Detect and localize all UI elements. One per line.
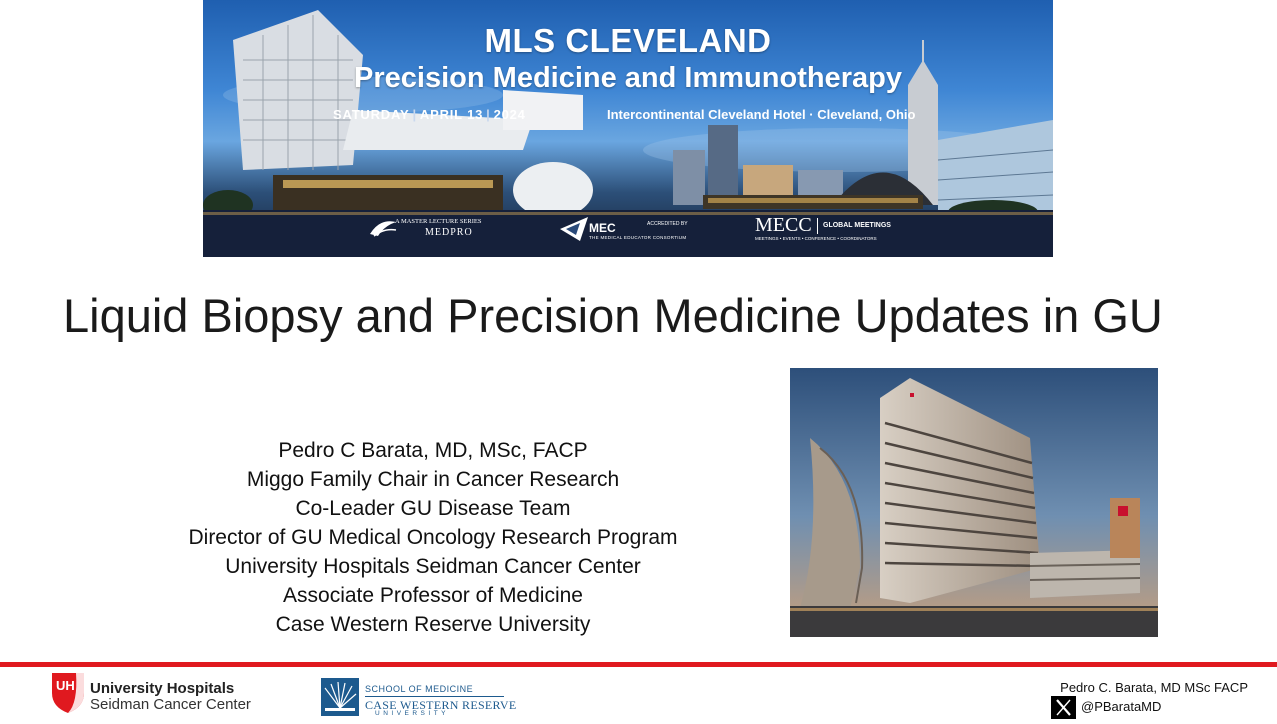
mec-accredited-text: ACCREDITED BY	[647, 221, 688, 227]
speaker-role: Miggo Family Chair in Cancer Research	[246, 468, 620, 491]
speaker-affiliation: University Hospitals Seidman Cancer Cent…	[225, 555, 641, 578]
mecc-divider	[817, 218, 818, 234]
speaker-role: Director of GU Medical Oncology Research…	[188, 526, 678, 549]
mec-full-name: THE MEDICAL EDUCATOR CONSORTIUM	[589, 235, 687, 240]
mec-name: MEC	[589, 221, 616, 235]
mecc-services: MEETINGS • EVENTS • CONFERENCE • COORDIN…	[755, 236, 877, 241]
social-handle[interactable]: @PBarataMD	[1081, 699, 1162, 714]
medpro-name: MEDPRO	[425, 227, 473, 238]
banner-date: SATURDAY | APRIL 13 | 2024	[333, 107, 526, 122]
cwru-logo-icon	[321, 678, 359, 716]
slide-title: Liquid Biopsy and Precision Medicine Upd…	[63, 289, 1163, 342]
mecc-name: MECC	[755, 214, 812, 236]
banner-date-year: 2024	[493, 107, 526, 122]
cwru-name: CASE WESTERN RESERVE	[365, 698, 517, 712]
medpro-series-text: A MASTER LECTURE SERIES	[395, 218, 482, 225]
speaker-title: Associate Professor of Medicine	[283, 584, 583, 607]
banner-date-day: SATURDAY	[333, 107, 410, 122]
seidman-cancer-center-photo	[790, 368, 1158, 637]
footer-divider	[0, 662, 1277, 667]
x-icon	[1051, 696, 1076, 719]
banner-venue: Intercontinental Cleveland Hotel · Cleve…	[607, 107, 916, 122]
banner-date-month: APRIL 13	[419, 107, 484, 122]
banner-event-title: MLS CLEVELAND	[484, 22, 772, 59]
conference-banner: MLS CLEVELAND Precision Medicine and Imm…	[203, 0, 1053, 257]
cwru-divider	[365, 696, 504, 697]
uh-name: University Hospitals	[90, 680, 235, 697]
cwru-school-text: SCHOOL OF MEDICINE	[365, 684, 474, 694]
presenter-credit: Pedro C. Barata, MD MSc FACP	[1060, 680, 1248, 695]
mec-logo-icon	[560, 217, 588, 241]
speaker-name: Pedro C Barata, MD, MSc, FACP	[278, 439, 588, 462]
uh-mark: UH	[56, 678, 75, 693]
speaker-university: Case Western Reserve University	[275, 613, 591, 636]
mecc-tag: GLOBAL MEETINGS	[823, 222, 891, 229]
speaker-role: Co-Leader GU Disease Team	[295, 497, 571, 520]
uh-center-name: Seidman Cancer Center	[90, 696, 251, 713]
speaker-credentials: Pedro C Barata, MD, MSc, FACP Miggo Fami…	[133, 436, 733, 639]
banner-subtitle: Precision Medicine and Immunotherapy	[354, 62, 902, 94]
cleveland-skyline-image	[203, 10, 1053, 257]
medpro-logo-icon	[370, 221, 397, 237]
cwru-university-text: UNIVERSITY	[375, 710, 450, 717]
uh-shield-icon: UH	[52, 673, 84, 713]
